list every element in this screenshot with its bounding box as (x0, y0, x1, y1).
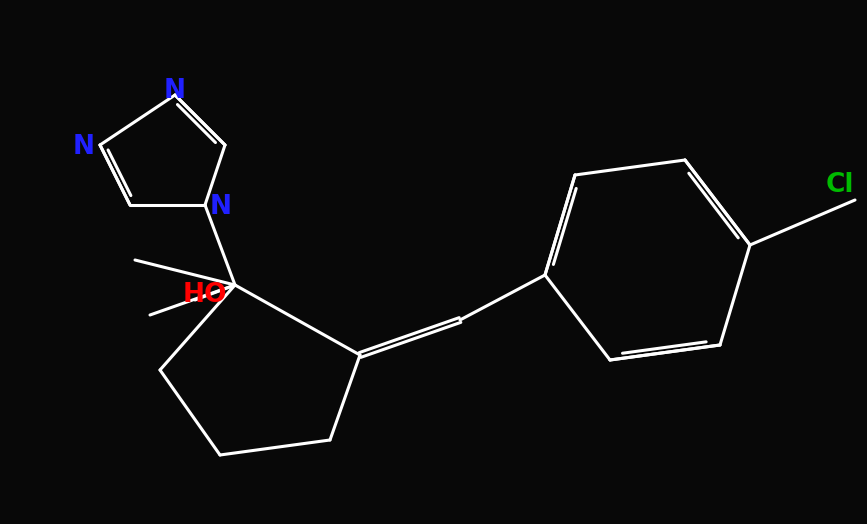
Text: N: N (73, 134, 95, 160)
Text: N: N (164, 78, 186, 104)
Text: Cl: Cl (825, 172, 854, 198)
Text: N: N (210, 194, 232, 220)
Text: HO: HO (183, 282, 227, 308)
